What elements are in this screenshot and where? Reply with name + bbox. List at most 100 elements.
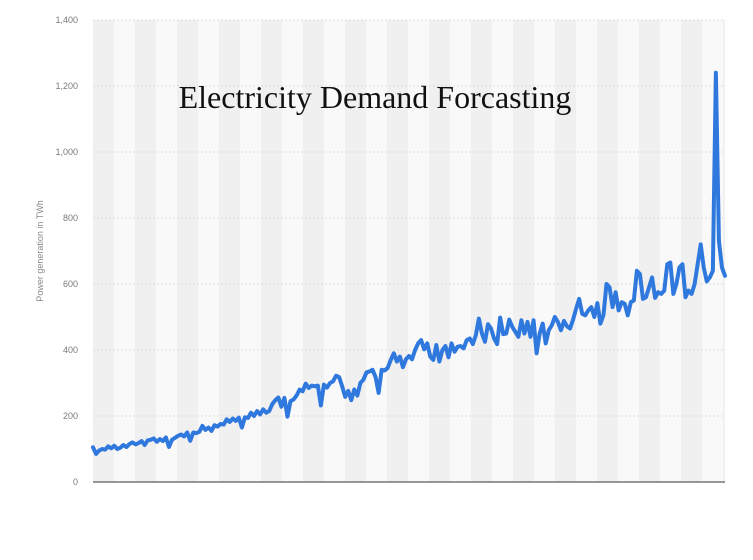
data-point <box>532 319 535 322</box>
data-point <box>480 332 483 335</box>
data-point <box>511 325 514 328</box>
data-point <box>556 320 559 323</box>
y-tick-label: 1,000 <box>55 147 78 157</box>
y-tick-label: 800 <box>63 213 78 223</box>
data-point <box>341 385 344 388</box>
data-point <box>590 306 593 309</box>
data-point <box>377 391 380 394</box>
data-point <box>271 403 274 406</box>
data-point <box>180 433 183 436</box>
data-point <box>432 358 435 361</box>
data-point <box>398 355 401 358</box>
data-point <box>353 388 356 391</box>
data-point <box>228 420 231 423</box>
data-point <box>243 416 246 419</box>
data-point <box>584 314 587 317</box>
data-point <box>514 330 517 333</box>
data-point <box>605 283 608 286</box>
stripe-band <box>723 20 725 482</box>
data-point <box>222 423 225 426</box>
data-point <box>107 445 110 448</box>
data-point <box>632 299 635 302</box>
data-point <box>620 301 623 304</box>
data-point <box>699 243 702 246</box>
data-point <box>313 385 316 388</box>
y-tick-label: 400 <box>63 345 78 355</box>
data-point <box>593 316 596 319</box>
y-tick-label: 200 <box>63 411 78 421</box>
data-point <box>332 380 335 383</box>
data-point <box>459 345 462 348</box>
data-point <box>572 318 575 321</box>
data-point <box>456 345 459 348</box>
chart-title: Electricity Demand Forcasting <box>179 79 572 115</box>
stripe-band <box>471 20 492 482</box>
data-point <box>240 426 243 429</box>
data-point <box>389 358 392 361</box>
stripe-band <box>555 20 576 482</box>
data-point <box>128 443 131 446</box>
data-point <box>447 356 450 359</box>
data-point <box>295 394 298 397</box>
data-point <box>174 436 177 439</box>
data-point <box>496 343 499 346</box>
data-point <box>101 448 104 451</box>
data-point <box>292 398 295 401</box>
data-point <box>687 289 690 292</box>
data-point <box>523 332 526 335</box>
data-point <box>575 307 578 310</box>
stripe-band <box>261 20 282 482</box>
data-point <box>648 286 651 289</box>
data-point <box>368 370 371 373</box>
data-point <box>149 438 152 441</box>
data-point <box>304 382 307 385</box>
data-point <box>520 319 523 322</box>
data-point <box>274 399 277 402</box>
data-point <box>234 419 237 422</box>
data-point <box>666 263 669 266</box>
data-point <box>92 446 95 449</box>
data-point <box>435 344 438 347</box>
data-point <box>708 276 711 279</box>
stripe-band <box>429 20 450 482</box>
data-point <box>395 360 398 363</box>
data-point <box>684 296 687 299</box>
data-point <box>411 358 414 361</box>
data-point <box>143 444 146 447</box>
data-point <box>216 425 219 428</box>
data-point <box>423 348 426 351</box>
data-point <box>493 337 496 340</box>
data-point <box>438 360 441 363</box>
data-point <box>608 286 611 289</box>
data-point <box>380 368 383 371</box>
data-point <box>365 371 368 374</box>
data-point <box>325 386 328 389</box>
data-point <box>408 354 411 357</box>
data-point <box>471 343 474 346</box>
data-point <box>602 314 605 317</box>
data-point <box>614 291 617 294</box>
data-point <box>256 410 259 413</box>
data-point <box>155 440 158 443</box>
data-point <box>702 266 705 269</box>
data-point <box>338 376 341 379</box>
gridlines <box>93 19 725 417</box>
data-point <box>544 342 547 345</box>
data-point <box>444 345 447 348</box>
stripe-band <box>303 20 324 482</box>
data-point <box>262 408 265 411</box>
data-point <box>383 369 386 372</box>
data-point <box>192 431 195 434</box>
data-point <box>134 443 137 446</box>
data-point <box>186 431 189 434</box>
data-point <box>681 263 684 266</box>
data-point <box>420 339 423 342</box>
data-point <box>310 384 313 387</box>
data-point <box>225 418 228 421</box>
data-point <box>298 388 301 391</box>
data-point <box>553 316 556 319</box>
stripe-band <box>219 20 240 482</box>
data-point <box>617 309 620 312</box>
data-point <box>696 263 699 266</box>
data-point <box>198 430 201 433</box>
